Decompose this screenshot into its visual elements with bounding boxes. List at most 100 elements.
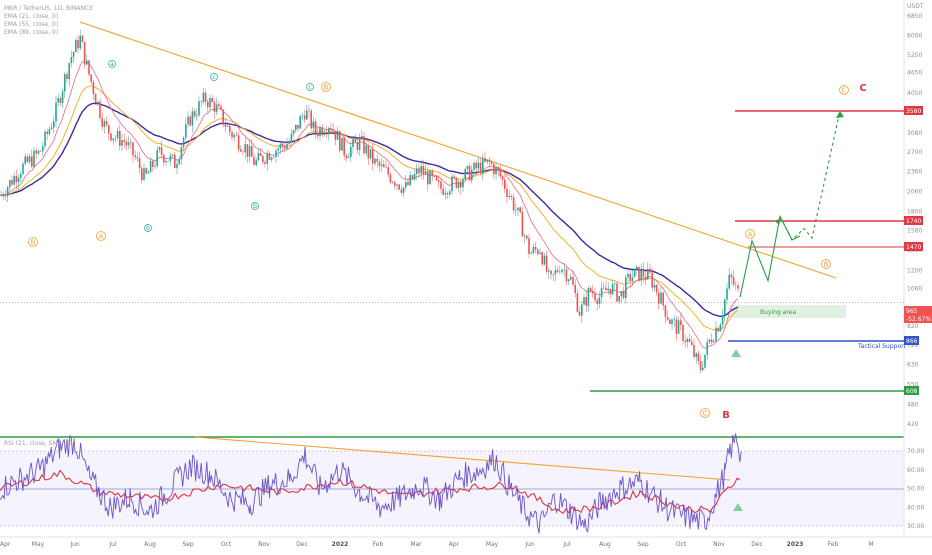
candle-body bbox=[134, 155, 136, 157]
candle-body bbox=[174, 154, 176, 169]
candle-body bbox=[196, 115, 198, 117]
candle-body bbox=[418, 168, 420, 174]
candle-body bbox=[655, 284, 658, 293]
candle-body bbox=[352, 138, 354, 147]
candle-body bbox=[455, 177, 458, 188]
candle-body bbox=[200, 101, 202, 102]
candle-body bbox=[295, 125, 297, 131]
candle-body bbox=[446, 192, 449, 195]
candle-body bbox=[251, 145, 253, 157]
candle-body bbox=[123, 140, 125, 142]
candle-body bbox=[394, 182, 396, 186]
candle-body bbox=[570, 276, 572, 280]
candle-body bbox=[543, 255, 546, 265]
candle-body bbox=[721, 315, 724, 325]
candle-body bbox=[257, 153, 260, 161]
candle-body bbox=[187, 116, 189, 125]
wave-label-c2: C bbox=[842, 87, 847, 95]
time-tick-19: Nov bbox=[713, 541, 725, 548]
legend-title: MKR / TetherUS, 1D, BINANCE bbox=[4, 5, 93, 12]
candle-body bbox=[442, 188, 444, 195]
candle-body bbox=[649, 268, 651, 273]
candle-body bbox=[9, 180, 11, 188]
candle-body bbox=[453, 176, 455, 178]
candle-body bbox=[310, 110, 312, 129]
candle-body bbox=[603, 287, 605, 289]
rsi-tick-2: 50.00 bbox=[907, 486, 924, 493]
candle-body bbox=[292, 130, 295, 134]
candle-body bbox=[728, 274, 730, 289]
candle-body bbox=[167, 161, 169, 162]
candle-body bbox=[72, 52, 75, 57]
candle-body bbox=[301, 115, 304, 117]
candle-body bbox=[213, 101, 216, 112]
candle-body bbox=[369, 149, 372, 159]
rsi-band bbox=[0, 451, 904, 526]
candle-body bbox=[354, 138, 356, 143]
candle-body bbox=[169, 155, 172, 162]
time-tick-5: Sep bbox=[182, 541, 194, 548]
candle-body bbox=[88, 60, 90, 75]
buying-area-label: Buying area bbox=[760, 309, 796, 316]
tag-3580-bg bbox=[904, 106, 923, 115]
candle-body bbox=[361, 136, 363, 138]
candle-body bbox=[119, 131, 121, 146]
price-tick-7: 2700 bbox=[907, 149, 922, 156]
wave-labels: B A B C A B C a b c b c B C bbox=[28, 60, 867, 421]
candle-body bbox=[501, 176, 504, 180]
candle-body bbox=[691, 341, 693, 345]
candle-body bbox=[484, 158, 486, 162]
candle-body bbox=[479, 162, 482, 174]
candle-body bbox=[378, 161, 381, 166]
candle-body bbox=[598, 297, 601, 304]
candle-body bbox=[508, 196, 510, 197]
candle-body bbox=[39, 150, 42, 152]
candle-body bbox=[233, 134, 235, 138]
candle-body bbox=[270, 157, 273, 160]
candle-body bbox=[55, 102, 57, 122]
candle-body bbox=[460, 181, 462, 188]
candle-body bbox=[275, 150, 277, 158]
candle-body bbox=[620, 291, 623, 297]
time-tick-0: Apr bbox=[0, 541, 11, 548]
candle-body bbox=[708, 339, 711, 342]
candle-body bbox=[658, 292, 660, 304]
candle-body bbox=[77, 40, 79, 49]
candle-body bbox=[499, 170, 502, 177]
candle-body bbox=[215, 104, 218, 112]
candle-body bbox=[413, 173, 416, 180]
candle-body bbox=[724, 299, 726, 316]
candle-body bbox=[53, 121, 55, 128]
wave-label-ta: a bbox=[110, 61, 114, 68]
time-tick-9: 2022 bbox=[332, 541, 349, 548]
candle-body bbox=[121, 140, 123, 146]
rsi-axis[interactable]: 70.00 60.00 50.00 40.00 30.00 bbox=[907, 448, 924, 530]
time-axis[interactable]: Apr May Jun Jul Aug Sep Oct Nov Dec 2022 Feb Mar Apr… bbox=[0, 541, 874, 548]
candle-body bbox=[682, 325, 684, 341]
candle-body bbox=[235, 134, 238, 136]
candle-body bbox=[431, 170, 433, 177]
rsi-line bbox=[0, 433, 742, 534]
candle-body bbox=[482, 158, 484, 174]
candle-body bbox=[240, 149, 242, 152]
candle-body bbox=[242, 151, 244, 153]
candle-body bbox=[108, 125, 110, 134]
candle-body bbox=[4, 196, 7, 197]
tag-1470: 1470 bbox=[906, 244, 921, 251]
candle-body bbox=[556, 270, 559, 272]
time-tick-23: M bbox=[868, 541, 873, 548]
candle-body bbox=[268, 153, 271, 160]
wave-circle-c1 bbox=[700, 408, 710, 418]
wave-label-c1: C bbox=[703, 410, 708, 418]
candle-body bbox=[565, 269, 568, 282]
wave-label-b3: B bbox=[824, 261, 829, 269]
candle-body bbox=[576, 293, 579, 312]
candle-body bbox=[510, 196, 513, 198]
time-tick-17: Sep bbox=[637, 541, 649, 548]
candle-body bbox=[385, 167, 387, 168]
candle-body bbox=[365, 145, 367, 154]
candle-body bbox=[22, 163, 24, 175]
candle-body bbox=[611, 284, 614, 294]
candle-body bbox=[651, 272, 653, 288]
